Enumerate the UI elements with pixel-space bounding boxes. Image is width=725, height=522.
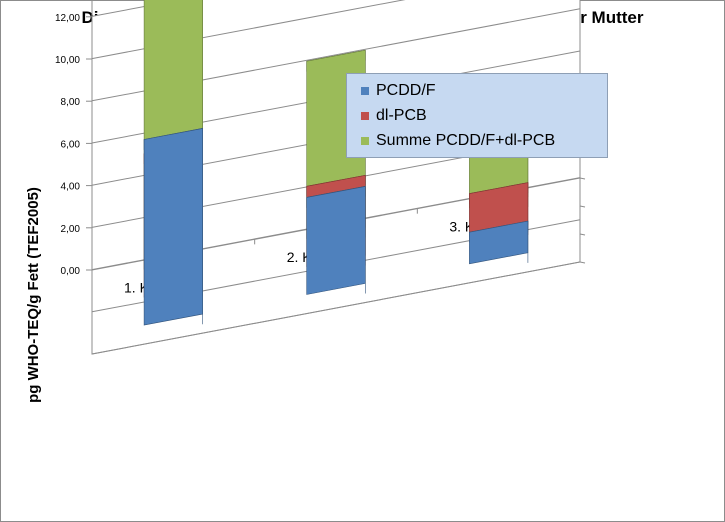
y-tick-label: 6,00 — [61, 139, 81, 150]
y-tick-label: 2,00 — [61, 224, 81, 235]
legend-swatch-summe — [361, 136, 369, 145]
bar-pcdd-f-1 — [143, 128, 203, 326]
depth-tick-mark — [579, 177, 586, 180]
depth-tick-mark — [579, 261, 586, 264]
y-tick-label: 12,00 — [55, 13, 80, 24]
legend-label-dlpcb: dl-PCB — [376, 106, 427, 124]
y-axis-label: pg WHO-TEQ/g Fett (TEF2005) — [25, 187, 42, 403]
depth-tick-mark — [579, 233, 586, 236]
legend-item-summe: Summe PCDD/F+dl-PCB — [361, 128, 607, 153]
y-tick-label: 10,00 — [55, 55, 80, 66]
legend-label-pcddf: PCDD/F — [376, 81, 436, 99]
y-tick-label: 8,00 — [61, 97, 81, 108]
depth-tick-mark — [579, 205, 586, 208]
bar-pcdd-f-3 — [469, 220, 529, 265]
bar-face — [469, 220, 529, 265]
bar-face — [143, 128, 203, 326]
legend-swatch-dlpcb — [361, 111, 369, 120]
legend-item-pcddf: PCDD/F — [361, 78, 607, 103]
legend-item-dlpcb: dl-PCB — [361, 103, 607, 128]
legend: PCDD/F dl-PCB Summe PCDD/F+dl-PCB — [346, 73, 608, 158]
y-tick-label: 0,00 — [61, 266, 81, 277]
bar-pcdd-f-2 — [306, 186, 366, 295]
y-tick-label: 4,00 — [61, 182, 81, 193]
legend-label-summe: Summe PCDD/F+dl-PCB — [376, 131, 556, 149]
legend-swatch-pcddf — [361, 86, 369, 95]
bar-face — [306, 186, 366, 295]
